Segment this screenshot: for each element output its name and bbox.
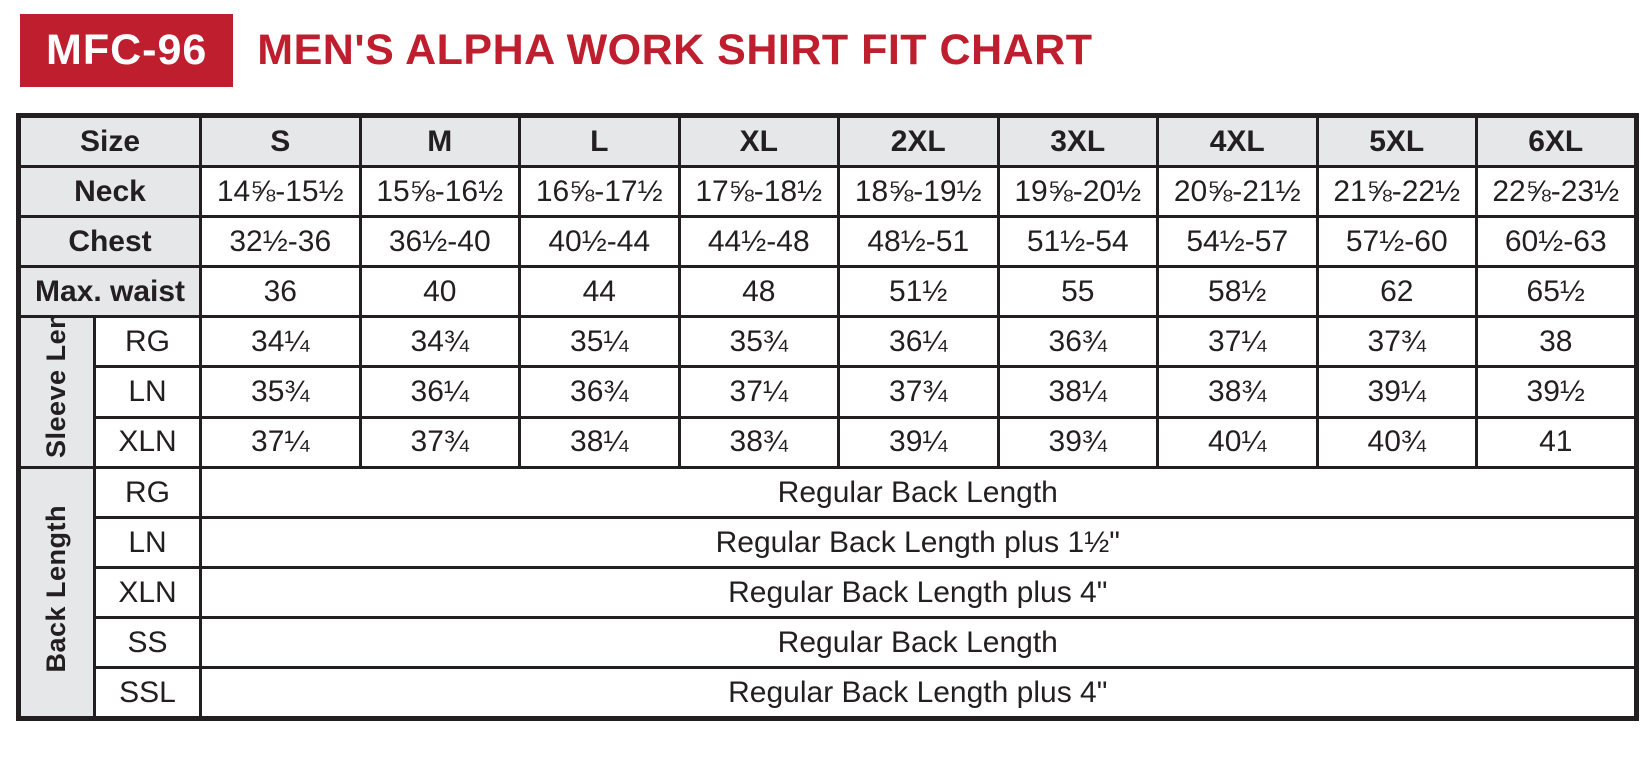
data-cell: 32½-36 — [199, 215, 362, 268]
group-label-back-length: Back Length — [17, 466, 96, 720]
data-cell: 58½ — [1156, 265, 1319, 318]
data-cell: 36¼ — [837, 314, 1000, 369]
data-cell: 40¼ — [1156, 415, 1319, 470]
column-header-xl: XL — [677, 114, 840, 168]
span-cell: Regular Back Length plus 1½" — [199, 516, 1638, 569]
data-cell: 54½-57 — [1156, 215, 1319, 268]
data-cell: 15⅝-16½ — [358, 165, 521, 218]
row-label-max-waist: Max. waist — [17, 265, 202, 318]
sub-row-label-ln: LN — [93, 516, 202, 569]
data-cell: 40½-44 — [518, 215, 681, 268]
data-cell: 22⅝-23½ — [1475, 165, 1638, 218]
sleeve-ln-row: LN 35¾ 36¼ 36¾ 37¼ 37¾ 38¼ 38¾ 39¼ 39½ — [19, 365, 1638, 419]
column-header-s: S — [199, 114, 362, 168]
sub-row-label-xln: XLN — [93, 415, 202, 470]
back-ss-row: SS Regular Back Length — [19, 616, 1638, 669]
data-cell: 18⅝-19½ — [837, 165, 1000, 218]
row-label-size: Size — [17, 114, 202, 168]
data-cell: 44½-48 — [677, 215, 840, 268]
span-cell: Regular Back Length — [199, 466, 1638, 519]
data-cell: 36¾ — [996, 314, 1159, 369]
data-cell: 40¾ — [1315, 415, 1478, 470]
data-cell: 37¼ — [199, 415, 362, 470]
data-cell: 38 — [1475, 314, 1638, 369]
data-cell: 57½-60 — [1315, 215, 1478, 268]
data-cell: 39¼ — [837, 415, 1000, 470]
sleeve-rg-row: Sleeve Length RG 34¼ 34¾ 35¼ 35¾ 36¼ 36¾… — [17, 314, 1638, 469]
back-rg-row: Back Length RG Regular Back Length — [17, 466, 1638, 720]
data-cell: 40 — [358, 265, 521, 318]
sub-row-label-xln: XLN — [93, 566, 202, 619]
data-cell: 41 — [1475, 415, 1638, 470]
data-cell: 35¾ — [199, 365, 362, 419]
data-cell: 21⅝-22½ — [1315, 165, 1478, 218]
data-cell: 37¼ — [1156, 314, 1319, 369]
sub-row-label-ln: LN — [93, 365, 202, 419]
data-cell: 60½-63 — [1475, 215, 1638, 268]
sub-row-label-rg: RG — [93, 466, 202, 519]
span-cell: Regular Back Length — [199, 616, 1638, 669]
column-header-4xl: 4XL — [1156, 114, 1319, 168]
sub-row-label-rg: RG — [93, 314, 202, 369]
back-xln-row: XLN Regular Back Length plus 4" — [19, 566, 1638, 619]
product-code-badge: MFC-96 — [20, 14, 234, 87]
data-cell: 36¼ — [358, 365, 521, 419]
data-cell: 38¾ — [1156, 365, 1319, 419]
column-header-m: M — [358, 114, 521, 168]
data-cell: 37¾ — [1315, 314, 1478, 369]
data-cell: 19⅝-20½ — [996, 165, 1159, 218]
sub-row-label-ssl: SSL — [93, 666, 202, 720]
data-cell: 37¾ — [358, 415, 521, 470]
data-cell: 38¼ — [996, 365, 1159, 419]
data-cell: 34¾ — [358, 314, 521, 369]
column-header-5xl: 5XL — [1315, 114, 1478, 168]
data-cell: 35¾ — [677, 314, 840, 369]
data-cell: 62 — [1315, 265, 1478, 318]
data-cell: 38¾ — [677, 415, 840, 470]
data-cell: 38¼ — [518, 415, 681, 470]
data-cell: 36 — [199, 265, 362, 318]
sleeve-xln-row: XLN 37¼ 37¾ 38¼ 38¾ 39¼ 39¾ 40¼ 40¾ 41 — [19, 415, 1638, 470]
back-ssl-row: SSL Regular Back Length plus 4" — [19, 666, 1638, 720]
data-cell: 16⅝-17½ — [518, 165, 681, 218]
column-header-2xl: 2XL — [837, 114, 1000, 168]
data-cell: 14⅝-15½ — [199, 165, 362, 218]
neck-row: Neck 14⅝-15½ 15⅝-16½ 16⅝-17½ 17⅝-18½ 18⅝… — [17, 165, 1638, 218]
data-cell: 34¼ — [199, 314, 362, 369]
data-cell: 48½-51 — [837, 215, 1000, 268]
size-header-row: Size S M L XL 2XL 3XL 4XL 5XL 6XL — [17, 114, 1638, 168]
data-cell: 39½ — [1475, 365, 1638, 419]
data-cell: 35¼ — [518, 314, 681, 369]
data-cell: 44 — [518, 265, 681, 318]
data-cell: 39¼ — [1315, 365, 1478, 419]
page-title: MEN'S ALPHA WORK SHIRT FIT CHART — [257, 26, 1093, 74]
column-header-l: L — [518, 114, 681, 168]
page-header: MFC-96 MEN'S ALPHA WORK SHIRT FIT CHART — [20, 14, 1093, 87]
data-cell: 51½ — [837, 265, 1000, 318]
sub-row-label-ss: SS — [93, 616, 202, 669]
data-cell: 37¾ — [837, 365, 1000, 419]
data-cell: 51½-54 — [996, 215, 1159, 268]
data-cell: 17⅝-18½ — [677, 165, 840, 218]
column-header-3xl: 3XL — [996, 114, 1159, 168]
back-ln-row: LN Regular Back Length plus 1½" — [19, 516, 1638, 569]
data-cell: 37¼ — [677, 365, 840, 419]
row-label-chest: Chest — [17, 215, 202, 268]
row-label-neck: Neck — [17, 165, 202, 218]
chest-row: Chest 32½-36 36½-40 40½-44 44½-48 48½-51… — [17, 215, 1638, 268]
span-cell: Regular Back Length plus 4" — [199, 666, 1638, 720]
span-cell: Regular Back Length plus 4" — [199, 566, 1638, 619]
data-cell: 39¾ — [996, 415, 1159, 470]
fit-chart-table: Size S M L XL 2XL 3XL 4XL 5XL 6XL Neck 1… — [16, 113, 1639, 721]
data-cell: 55 — [996, 265, 1159, 318]
column-header-6xl: 6XL — [1475, 114, 1638, 168]
data-cell: 20⅝-21½ — [1156, 165, 1319, 218]
data-cell: 36½-40 — [358, 215, 521, 268]
max-waist-row: Max. waist 36 40 44 48 51½ 55 58½ 62 65½ — [17, 265, 1638, 318]
data-cell: 65½ — [1475, 265, 1638, 318]
data-cell: 48 — [677, 265, 840, 318]
group-label-sleeve-length: Sleeve Length — [17, 315, 96, 469]
data-cell: 36¾ — [518, 365, 681, 419]
